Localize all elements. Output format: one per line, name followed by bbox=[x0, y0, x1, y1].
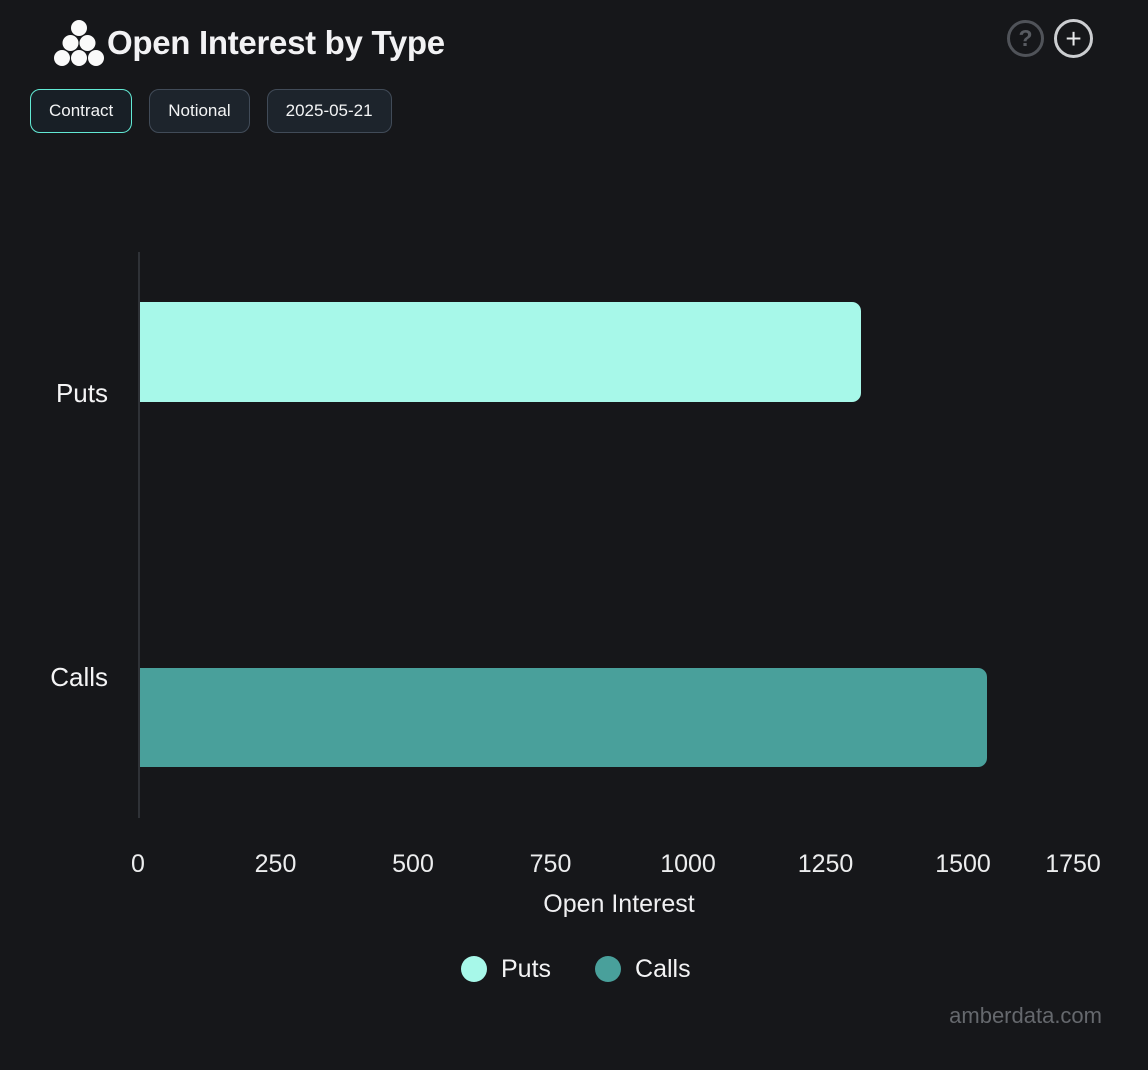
legend-item-puts[interactable]: Puts bbox=[461, 956, 551, 982]
toolbar-button-notional[interactable]: Notional bbox=[149, 89, 250, 134]
bar-puts[interactable] bbox=[140, 302, 861, 402]
x-axis-title: Open Interest bbox=[543, 890, 695, 918]
x-tick-label: 0 bbox=[131, 850, 145, 878]
legend-swatch-icon bbox=[595, 956, 622, 982]
legend-label: Puts bbox=[501, 954, 552, 983]
toolbar-button-2025-05-21[interactable]: 2025-05-21 bbox=[266, 89, 392, 134]
y-tick-label-calls: Calls bbox=[50, 662, 108, 692]
toolbar: Contract Notional 2025-05-21 bbox=[30, 89, 392, 134]
chart-legend: Puts Calls bbox=[461, 956, 691, 982]
x-tick-label: 250 bbox=[254, 850, 297, 878]
legend-label: Calls bbox=[635, 954, 691, 983]
y-axis-line bbox=[138, 252, 140, 818]
help-icon-glyph: ? bbox=[1018, 25, 1033, 51]
bar-calls[interactable] bbox=[140, 668, 987, 767]
add-icon-glyph: + bbox=[1065, 22, 1082, 54]
x-tick-label: 1750 bbox=[1045, 850, 1101, 878]
legend-swatch-icon bbox=[461, 956, 487, 982]
help-icon[interactable]: ? bbox=[1007, 20, 1044, 57]
x-tick-label: 1000 bbox=[660, 850, 716, 878]
watermark: amberdata.com bbox=[949, 1003, 1102, 1028]
amberdata-logo-icon bbox=[54, 20, 104, 66]
add-icon[interactable]: + bbox=[1054, 19, 1093, 58]
x-tick-label: 750 bbox=[529, 850, 572, 878]
x-tick-label: 500 bbox=[392, 850, 434, 878]
x-tick-label: 1500 bbox=[935, 850, 991, 878]
y-tick-label-puts: Puts bbox=[55, 378, 108, 408]
page-title: Open Interest by Type bbox=[107, 24, 445, 61]
legend-item-calls[interactable]: Calls bbox=[595, 956, 691, 982]
toolbar-button-contract[interactable]: Contract bbox=[30, 89, 133, 134]
x-tick-label: 1250 bbox=[797, 850, 854, 878]
